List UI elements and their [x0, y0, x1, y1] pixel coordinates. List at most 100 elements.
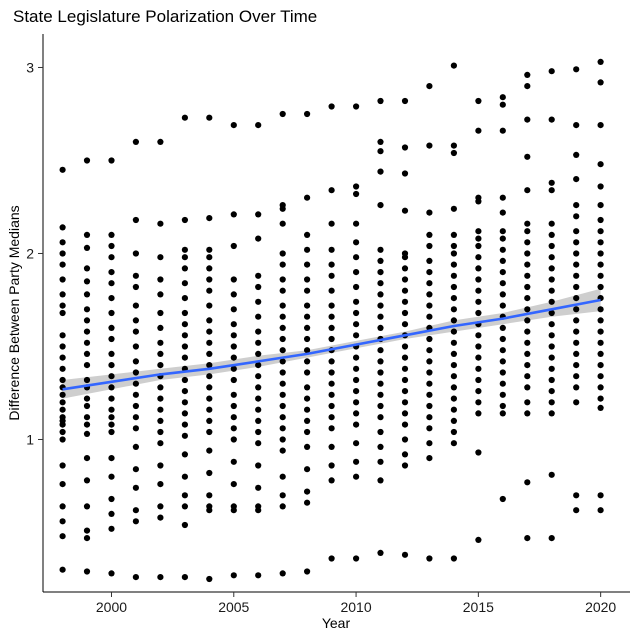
data-point — [597, 306, 604, 313]
data-point — [255, 428, 262, 436]
data-point — [279, 335, 286, 343]
data-point — [59, 406, 66, 413]
data-point — [524, 83, 531, 90]
data-point — [377, 246, 384, 253]
data-point — [475, 97, 482, 105]
data-point — [377, 168, 384, 175]
data-point — [206, 575, 213, 583]
data-point — [108, 242, 115, 250]
data-point — [426, 291, 433, 298]
data-point — [83, 291, 91, 298]
data-point — [255, 339, 262, 346]
data-point — [83, 455, 91, 462]
data-point — [548, 116, 555, 123]
data-point — [279, 492, 286, 499]
data-point — [499, 94, 506, 101]
trend-line-layer — [62, 298, 601, 391]
data-point — [59, 533, 66, 540]
data-point — [524, 283, 531, 291]
data-point — [401, 421, 409, 428]
data-point — [573, 384, 580, 391]
data-point — [450, 384, 457, 391]
data-point — [304, 313, 311, 320]
data-point — [230, 122, 237, 129]
data-point — [597, 161, 604, 168]
data-point — [304, 194, 311, 201]
data-point — [132, 574, 139, 581]
data-point — [279, 276, 286, 283]
data-point — [157, 428, 164, 436]
chart-title: State Legislature Polarization Over Time — [13, 7, 317, 26]
data-point — [353, 332, 360, 339]
data-point — [573, 213, 580, 220]
data-point — [499, 209, 506, 216]
data-point — [597, 228, 604, 235]
data-point — [499, 235, 506, 242]
data-point — [328, 302, 335, 309]
data-point — [353, 220, 360, 227]
data-point — [401, 276, 409, 283]
data-point — [255, 350, 262, 357]
data-point — [597, 507, 604, 514]
data-point — [499, 324, 506, 331]
data-point — [108, 295, 115, 302]
data-point — [83, 317, 91, 324]
data-point — [132, 317, 139, 324]
data-point — [206, 417, 213, 424]
data-point — [499, 495, 506, 503]
data-point — [573, 176, 580, 183]
data-point — [157, 276, 164, 283]
data-point — [499, 228, 506, 235]
data-point — [206, 406, 213, 413]
data-point — [132, 391, 139, 398]
x-tick-label: 2010 — [340, 599, 371, 615]
data-point — [181, 254, 188, 261]
data-point — [450, 250, 457, 257]
data-point — [83, 350, 91, 357]
data-point — [524, 153, 531, 160]
data-point — [548, 298, 555, 305]
data-point — [83, 402, 91, 410]
data-point — [450, 350, 457, 357]
data-point — [548, 410, 555, 417]
data-point — [377, 443, 384, 450]
data-point — [181, 216, 188, 224]
data-point — [353, 254, 360, 261]
data-point — [597, 122, 604, 129]
data-point — [377, 414, 384, 421]
data-point — [450, 373, 457, 380]
data-point — [206, 254, 213, 261]
data-point — [548, 354, 555, 361]
data-point — [255, 328, 262, 335]
data-point — [548, 242, 555, 250]
data-point — [524, 317, 531, 324]
data-point — [548, 287, 555, 294]
data-point — [206, 276, 213, 283]
data-point — [59, 481, 66, 488]
data-point — [181, 332, 188, 339]
data-point — [157, 406, 164, 413]
data-point — [132, 302, 139, 309]
data-point — [108, 324, 115, 331]
data-point — [475, 276, 482, 283]
data-point — [353, 458, 360, 465]
data-point — [108, 473, 115, 480]
data-point — [304, 231, 311, 238]
data-point — [206, 492, 213, 499]
data-point — [108, 428, 115, 436]
data-point — [499, 246, 506, 253]
data-point — [206, 339, 213, 346]
data-point — [157, 350, 164, 357]
data-point — [108, 335, 115, 343]
data-point — [573, 122, 580, 129]
data-point — [548, 231, 555, 238]
data-point — [279, 425, 286, 432]
data-point — [255, 373, 262, 380]
data-point — [206, 302, 213, 309]
data-point — [59, 354, 66, 361]
data-point — [108, 269, 115, 276]
data-point — [83, 231, 91, 238]
data-point — [108, 395, 115, 402]
data-point — [401, 365, 409, 372]
